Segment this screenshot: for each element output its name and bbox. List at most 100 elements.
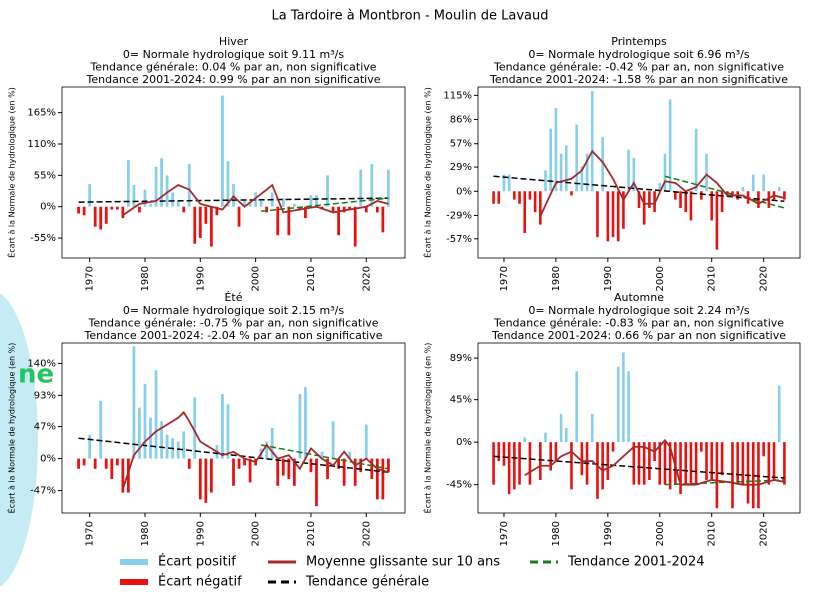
negative-bar [282,459,285,476]
y-tick-label: 47% [34,422,56,433]
legend-swatch [120,559,148,565]
y-tick-label: 57% [450,139,472,150]
x-tick-label: 1970 [85,521,96,546]
negative-bar [238,459,241,469]
negative-bar [716,442,719,508]
negative-bar [679,442,682,494]
positive-bar [293,204,296,207]
x-tick-label: 2010 [306,521,317,546]
negative-bar [762,442,765,456]
positive-bar [304,387,307,458]
legend-label: Tendance générale [305,575,429,590]
negative-bar [570,191,573,195]
y-tick-label: -47% [30,486,56,497]
subplot-subtitle: Tendance générale: -0.42 % par an, non s… [493,61,784,74]
x-tick-label: 1990 [603,266,614,291]
negative-bar [110,207,113,210]
negative-bar [596,191,599,237]
x-tick-label: 2020 [759,266,770,291]
negative-bar [116,459,119,466]
plot-area [62,87,405,258]
negative-bar [232,459,235,486]
overlay-shape [0,290,38,590]
x-tick-label: 1990 [603,521,614,546]
positive-bar [149,204,152,207]
negative-bar [276,459,279,486]
negative-bar [710,442,713,480]
negative-bar [513,442,516,489]
y-tick-label: 89% [450,353,472,364]
negative-bar [529,191,532,199]
positive-bar [99,401,102,459]
negative-bar [199,459,202,500]
negative-bar [354,207,357,247]
x-tick-label: 2000 [251,266,262,291]
negative-bar [768,442,771,485]
subplot-subtitle: Tendance générale: 0.04 % par an, non si… [89,61,376,74]
y-axis-label: Écart à la Normale de hydrologique (en %… [422,343,433,514]
positive-bar [695,129,698,192]
negative-bar [612,191,615,237]
negative-bar [310,459,313,473]
negative-bar [210,459,213,493]
negative-bar [617,191,620,241]
negative-bar [343,459,346,486]
negative-bar [497,191,500,204]
x-tick-label: 2020 [759,521,770,546]
negative-bar [612,442,615,451]
x-tick-label: 2020 [361,266,372,291]
negative-bar [376,459,379,500]
subplot-title: Printemps [611,35,667,48]
negative-bar [721,191,724,212]
negative-bar [518,442,521,485]
negative-bar [529,442,532,485]
x-tick-label: 2020 [361,521,372,546]
negative-bar [664,442,667,485]
negative-bar [116,207,119,210]
negative-bar [110,459,113,479]
negative-bar [601,442,604,489]
negative-bar [315,459,318,507]
negative-bar [555,442,558,461]
negative-bar [684,442,687,485]
negative-bar [539,442,542,480]
negative-bar [138,207,141,213]
y-tick-label: -57% [446,234,472,245]
positive-bar [133,185,136,207]
negative-bar [643,442,646,485]
x-tick-label: 2010 [707,266,718,291]
negative-bar [249,459,252,483]
positive-bar [160,158,163,206]
positive-bar [166,435,169,459]
legend-label: Tendance 2001-2024 [567,555,705,570]
positive-bar [762,175,765,192]
positive-bar [617,367,620,443]
positive-bar [627,150,630,192]
negative-bar [276,207,279,236]
subplot-title: Hiver [219,35,249,48]
negative-bar [581,442,584,475]
negative-bar [503,442,506,466]
positive-bar [365,425,368,459]
subplot-subtitle: 0= Normale hydrologique soit 9.11 m³/s [123,48,344,61]
negative-bar [690,191,693,220]
y-tick-label: 45% [450,395,472,406]
positive-bar [544,170,547,191]
positive-bar [560,154,563,192]
subplot-subtitle: 0= Normale hydrologique soit 2.24 m³/s [528,304,749,317]
negative-bar [539,191,542,224]
y-tick-label: -29% [446,210,472,221]
negative-bar [193,207,196,244]
positive-bar [144,384,147,459]
subplot-subtitle: Tendance générale: -0.75 % par an, non s… [87,317,378,330]
negative-bar [204,207,207,224]
positive-bar [221,96,224,207]
positive-bar [565,428,568,442]
x-tick-label: 2000 [251,521,262,546]
positive-bar [88,435,91,459]
negative-bar [643,191,646,224]
negative-bar [747,442,750,503]
y-tick-label: 0% [456,186,472,197]
positive-bar [523,437,526,442]
plot-area [478,343,800,513]
